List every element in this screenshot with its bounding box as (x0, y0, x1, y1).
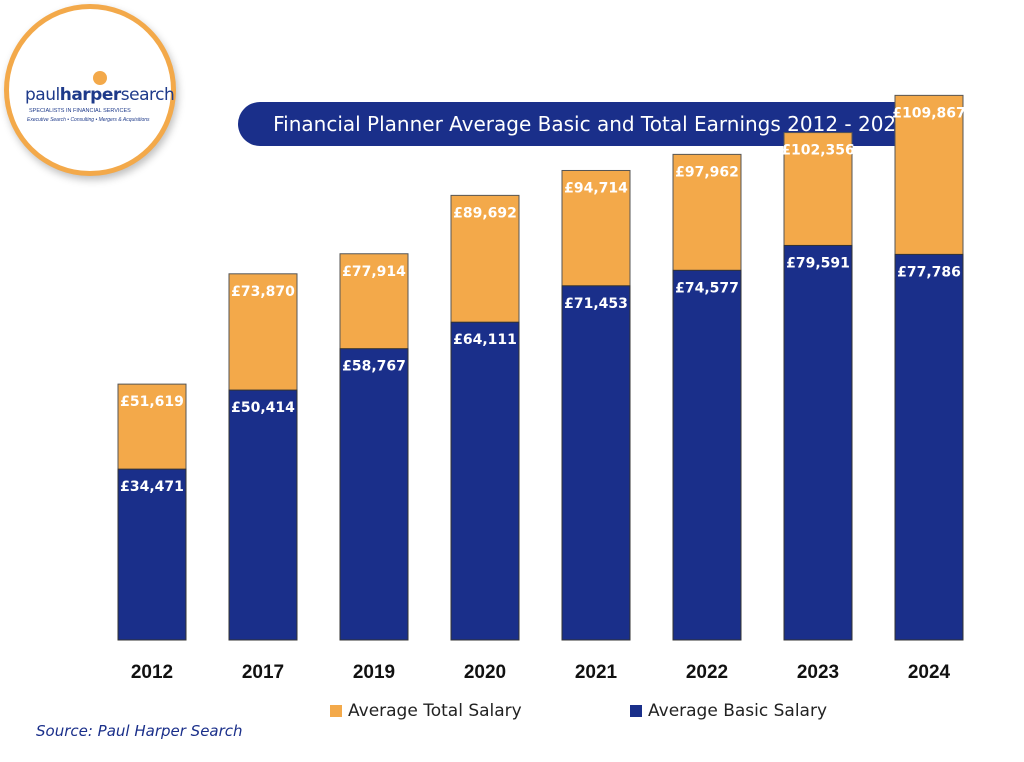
bar-basic-2020 (450, 321, 520, 641)
data-label-basic-2020: £64,111 (453, 332, 517, 348)
data-label-basic-2023: £79,591 (786, 255, 850, 271)
data-label-total-2017: £73,870 (231, 284, 295, 300)
data-label-basic-2021: £71,453 (564, 296, 628, 312)
legend-basic-swatch (630, 705, 642, 717)
x-tick-label-2017: 2017 (242, 662, 284, 683)
data-label-total-2012: £51,619 (120, 394, 184, 410)
legend-total-swatch (330, 705, 342, 717)
logo-mark-icon (93, 71, 107, 85)
data-label-total-2023: £102,356 (781, 143, 855, 159)
chart-title-text: Financial Planner Average Basic and Tota… (273, 112, 909, 136)
x-tick-label-2022: 2022 (686, 662, 728, 683)
bar-basic-2017 (228, 389, 298, 641)
bar-basic-2022 (672, 269, 742, 641)
data-label-total-2019: £77,914 (342, 264, 406, 280)
legend-total-label: Average Total Salary (348, 701, 522, 721)
data-label-basic-2019: £58,767 (342, 359, 406, 375)
company-logo: paulharpersearch SPECIALISTS IN FINANCIA… (4, 4, 176, 176)
data-label-total-2021: £94,714 (564, 180, 628, 196)
bar-basic-2023 (783, 244, 853, 641)
legend-basic: Average Basic Salary (630, 701, 827, 721)
bar-basic-2019 (339, 348, 409, 641)
x-tick-label-2023: 2023 (797, 662, 839, 683)
logo-name: paulharpersearch (25, 85, 175, 105)
logo-services: Executive Search • Consulting • Mergers … (27, 117, 150, 123)
legend-total: Average Total Salary (330, 701, 522, 721)
data-label-basic-2024: £77,786 (897, 264, 961, 280)
data-label-total-2024: £109,867 (892, 105, 966, 121)
logo-tagline: SPECIALISTS IN FINANCIAL SERVICES (29, 108, 131, 114)
logo-name-end: search (120, 85, 175, 105)
bar-basic-2012 (117, 468, 187, 641)
bar-basic-2024 (894, 253, 964, 641)
data-label-basic-2017: £50,414 (231, 400, 295, 416)
data-label-basic-2012: £34,471 (120, 479, 184, 495)
data-label-total-2022: £97,962 (675, 164, 739, 180)
legend-basic-label: Average Basic Salary (648, 701, 828, 721)
data-label-total-2020: £89,692 (453, 205, 517, 221)
bar-basic-2021 (561, 285, 631, 641)
logo-name-light: paul (25, 85, 60, 105)
x-tick-label-2019: 2019 (353, 662, 395, 683)
x-tick-label-2012: 2012 (131, 662, 173, 683)
data-label-basic-2022: £74,577 (675, 280, 739, 296)
source-note: Source: Paul Harper Search (36, 722, 243, 740)
x-tick-label-2021: 2021 (575, 662, 618, 683)
chart-title: Financial Planner Average Basic and Tota… (238, 102, 944, 146)
logo-name-bold: harper (59, 85, 122, 105)
x-tick-label-2024: 2024 (908, 662, 951, 683)
x-tick-label-2020: 2020 (464, 662, 506, 683)
